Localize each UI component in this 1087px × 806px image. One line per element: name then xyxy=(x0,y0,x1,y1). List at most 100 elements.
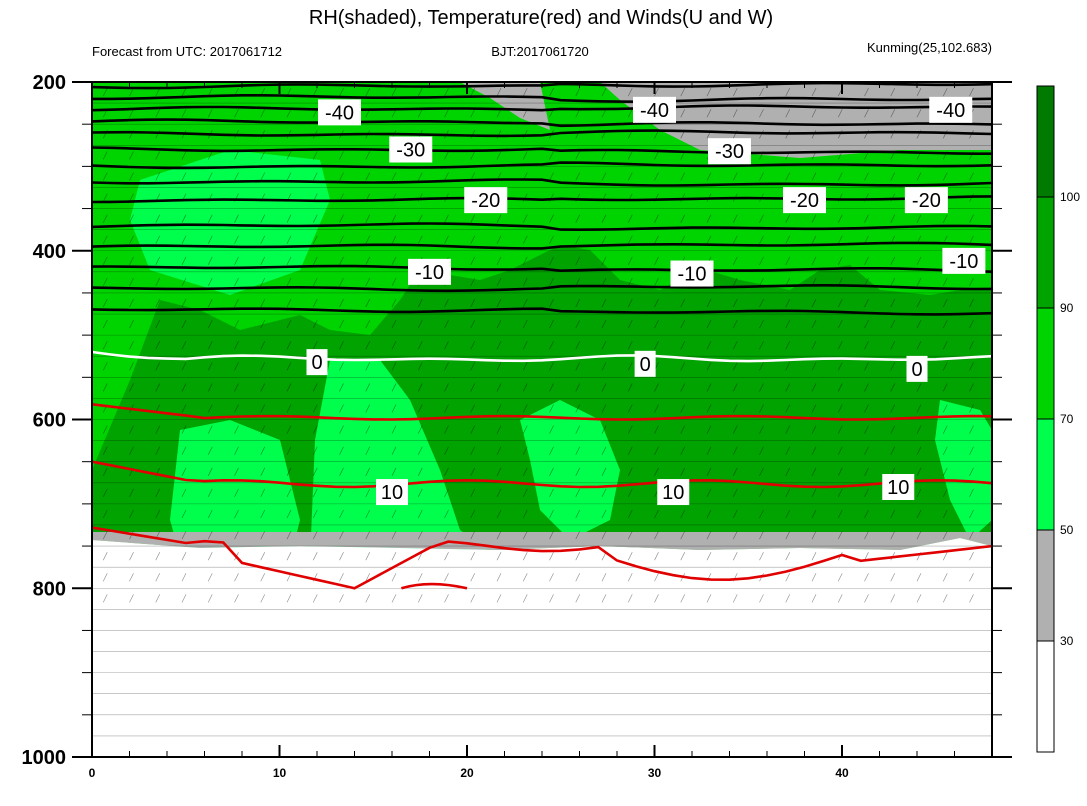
wind-barb xyxy=(837,214,843,223)
wind-barb xyxy=(549,320,554,329)
wind-barb xyxy=(444,235,449,244)
wind-barb xyxy=(627,172,633,181)
wind-barb xyxy=(181,467,187,476)
wind-barb xyxy=(522,214,528,223)
wind-barb xyxy=(890,277,896,287)
wind-barb xyxy=(365,256,371,266)
wind-barb xyxy=(706,320,712,329)
wind-barb xyxy=(496,530,502,540)
wind-barb xyxy=(444,383,449,392)
wind-barb xyxy=(181,383,187,392)
wind-barb xyxy=(759,530,764,540)
isotherm-label-text: 0 xyxy=(311,352,322,374)
wind-barb xyxy=(890,320,896,329)
wind-barb xyxy=(417,425,423,434)
wind-barb xyxy=(312,404,318,413)
wind-barb xyxy=(654,425,659,434)
wind-barb xyxy=(969,573,974,582)
wind-barb xyxy=(365,509,371,519)
wind-barb xyxy=(496,404,502,413)
wind-barb xyxy=(680,467,686,476)
wind-barb xyxy=(286,277,292,287)
wind-barb xyxy=(575,425,581,434)
wind-barb xyxy=(627,87,633,97)
wind-barb xyxy=(391,530,397,540)
wind-barb xyxy=(942,172,948,181)
wind-barb xyxy=(181,172,187,181)
colorbar-tick-label: 50 xyxy=(1060,523,1074,537)
wind-barb xyxy=(365,214,371,223)
wind-barb xyxy=(680,235,686,244)
wind-barb xyxy=(207,509,213,519)
wind-barb xyxy=(575,151,581,160)
wind-barb xyxy=(286,172,292,181)
rh-band-50-70-right-edge xyxy=(935,400,992,540)
wind-barb xyxy=(234,298,239,308)
wind-barb xyxy=(837,404,843,413)
wind-barb xyxy=(155,488,161,498)
isotherm-label-text: -20 xyxy=(471,190,500,212)
wind-barb xyxy=(837,109,843,118)
wind-barb xyxy=(522,256,528,266)
wind-barb xyxy=(417,362,423,371)
isotherm-label: -40 xyxy=(929,96,973,123)
wind-barb xyxy=(864,109,869,118)
wind-barb xyxy=(549,172,554,181)
wind-barb xyxy=(601,362,607,371)
wind-barb xyxy=(234,594,239,603)
wind-barb xyxy=(680,214,686,223)
wind-barb xyxy=(260,509,266,519)
wind-barb xyxy=(155,87,161,97)
wind-barb xyxy=(759,235,764,244)
isotherm-label-box xyxy=(376,479,408,506)
wind-barb xyxy=(732,320,738,329)
wind-barb xyxy=(365,362,371,371)
wind-barb xyxy=(759,552,764,561)
wind-barb xyxy=(444,298,449,308)
wind-barb xyxy=(312,172,318,181)
wind-barb xyxy=(207,552,213,561)
wind-barb xyxy=(234,404,239,413)
wind-barb xyxy=(575,109,581,118)
colorbar-segment xyxy=(1036,307,1055,420)
wind-barb xyxy=(732,298,738,308)
wind-barb xyxy=(234,320,239,329)
wind-barb xyxy=(365,341,371,350)
wind-barb xyxy=(811,235,817,244)
wind-barb xyxy=(129,446,134,455)
wind-barb xyxy=(654,509,659,519)
wind-barb xyxy=(890,214,896,223)
isotherm-label-text: -10 xyxy=(949,251,978,273)
wind-barb xyxy=(207,467,213,476)
wind-barb xyxy=(444,446,449,455)
x-tick-label: 30 xyxy=(648,766,662,780)
wind-barb xyxy=(916,594,922,603)
colorbar-segment xyxy=(1036,196,1055,309)
wind-barb xyxy=(601,594,607,603)
wind-barb xyxy=(575,552,581,561)
wind-barb xyxy=(234,509,239,519)
isotherm-label: -30 xyxy=(708,138,751,165)
wind-barb xyxy=(680,172,686,181)
isotherm-label: -20 xyxy=(783,187,826,214)
wind-barb xyxy=(444,362,449,371)
wind-barb xyxy=(732,530,738,540)
isotherm-label-box xyxy=(783,187,826,214)
wind-barb xyxy=(837,320,843,329)
wind-barb xyxy=(969,383,974,392)
wind-barb xyxy=(260,298,266,308)
wind-barb xyxy=(785,404,791,413)
wind-barb xyxy=(601,298,607,308)
wind-barb xyxy=(837,172,843,181)
wind-barb xyxy=(732,235,738,244)
wind-barb xyxy=(181,530,187,540)
wind-barb xyxy=(601,446,607,455)
wind-barb xyxy=(601,509,607,519)
wind-barb xyxy=(785,383,791,392)
wind-barb xyxy=(811,214,817,223)
wind-barb xyxy=(312,594,318,603)
wind-barb xyxy=(522,151,528,160)
wind-barb xyxy=(155,109,161,118)
wind-barb xyxy=(391,425,397,434)
wind-barb xyxy=(444,320,449,329)
